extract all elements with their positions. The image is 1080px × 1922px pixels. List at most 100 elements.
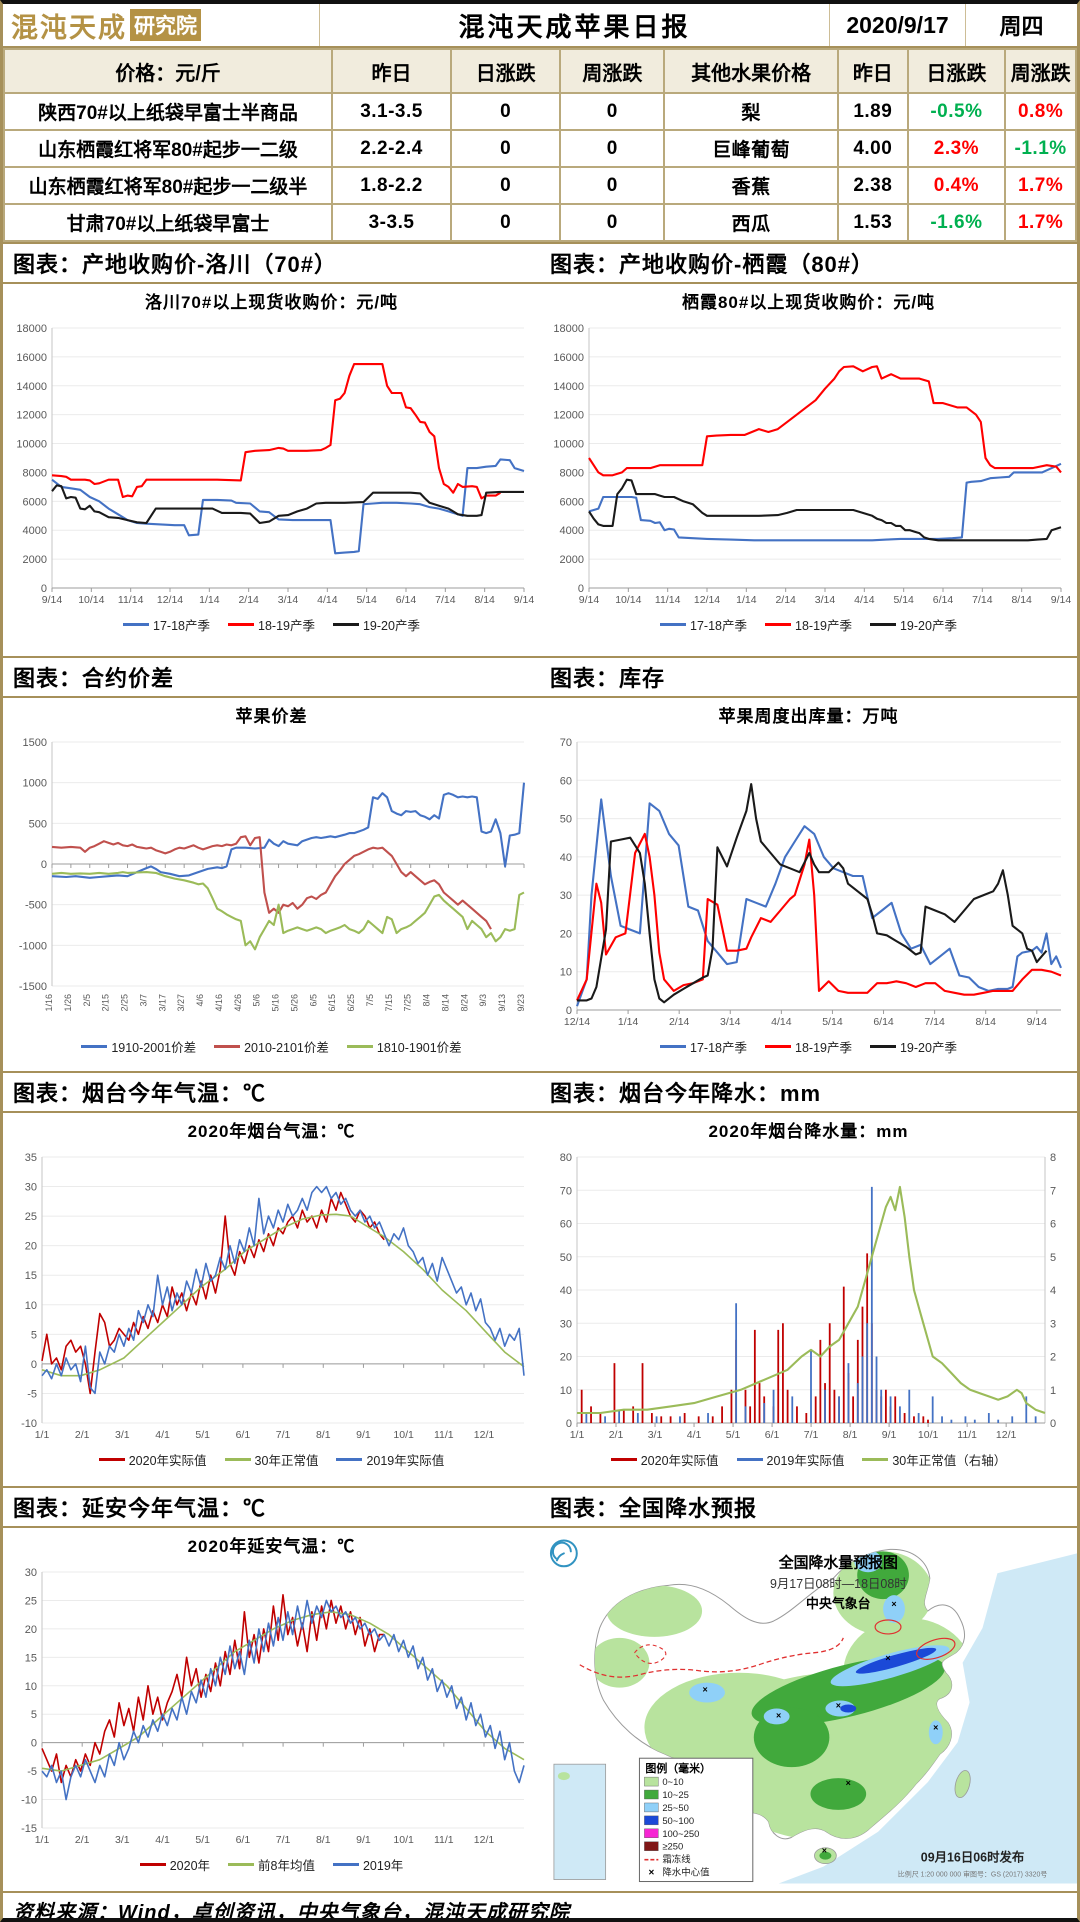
legend-line-swatch bbox=[862, 1457, 889, 1461]
svg-text:4: 4 bbox=[1050, 1285, 1056, 1297]
report-date: 2020/9/17 bbox=[830, 4, 966, 46]
svg-text:2000: 2000 bbox=[559, 554, 583, 566]
legend-line-swatch bbox=[98, 1457, 125, 1461]
svg-text:4/14: 4/14 bbox=[771, 1016, 792, 1028]
price-table-cell: 山东栖霞红将军80#起步一二级 bbox=[3, 129, 334, 168]
svg-text:4000: 4000 bbox=[22, 525, 46, 537]
svg-text:6: 6 bbox=[1050, 1219, 1056, 1231]
svg-text:8/4: 8/4 bbox=[421, 994, 431, 1007]
svg-text:10/1: 10/1 bbox=[393, 1834, 414, 1846]
legend-item: 前8年均值 bbox=[228, 1855, 315, 1874]
svg-text:9/23: 9/23 bbox=[516, 994, 526, 1012]
svg-text:8000: 8000 bbox=[559, 467, 583, 479]
svg-text:14000: 14000 bbox=[553, 381, 584, 393]
price-table-cell: 2.38 bbox=[836, 166, 909, 205]
svg-text:20: 20 bbox=[24, 1624, 36, 1636]
legend-line-swatch bbox=[139, 1862, 166, 1866]
chart-cell-yantai-precip: 2020年烟台降水量：mm 0 10 20 30 40 50 60 70 80 0 1 2 3 4 5 6 7 8… bbox=[540, 1113, 1077, 1486]
svg-text:6000: 6000 bbox=[559, 496, 583, 508]
svg-text:4/1: 4/1 bbox=[155, 1834, 170, 1846]
price-table: 价格：元/斤 昨日 日涨跌 周涨跌 其他水果价格 昨日 日涨跌 周涨跌 陕西70… bbox=[3, 48, 1077, 242]
svg-text:6/5: 6/5 bbox=[308, 994, 318, 1007]
svg-text:50: 50 bbox=[559, 1252, 571, 1264]
svg-text:6/1: 6/1 bbox=[764, 1429, 779, 1441]
legend-line-swatch bbox=[660, 1044, 687, 1048]
svg-text:8/14: 8/14 bbox=[1011, 594, 1032, 606]
svg-text:9/1: 9/1 bbox=[356, 1834, 371, 1846]
chart-legend-spread: 1910-2001价差 2010-2101价差 1810-1901价差 bbox=[81, 1032, 462, 1060]
svg-text:2/1: 2/1 bbox=[74, 1429, 89, 1441]
svg-text:9/14: 9/14 bbox=[513, 594, 534, 606]
svg-text:2/14: 2/14 bbox=[775, 594, 796, 606]
svg-text:2: 2 bbox=[1050, 1352, 1056, 1364]
svg-text:-1000: -1000 bbox=[18, 940, 46, 952]
svg-text:3/7: 3/7 bbox=[138, 994, 148, 1007]
svg-text:10/14: 10/14 bbox=[615, 594, 641, 606]
section-title-spread: 图表：合约价差 bbox=[13, 666, 175, 691]
svg-text:1500: 1500 bbox=[22, 737, 46, 749]
svg-text:10000: 10000 bbox=[16, 439, 47, 451]
price-table-cell: 梨 bbox=[663, 92, 839, 131]
svg-text:8/14: 8/14 bbox=[975, 1016, 996, 1028]
svg-text:-5: -5 bbox=[27, 1388, 37, 1400]
svg-text:3/1: 3/1 bbox=[647, 1429, 662, 1441]
svg-text:10/1: 10/1 bbox=[917, 1429, 938, 1441]
svg-text:7/14: 7/14 bbox=[435, 594, 456, 606]
chart-title-qixia: 栖霞80#以上现货收购价：元/吨 bbox=[681, 293, 936, 312]
svg-text:5: 5 bbox=[30, 1329, 36, 1341]
legend-line-swatch bbox=[765, 1044, 791, 1048]
section-bar-2: 图表：合约价差 图表：库存 bbox=[3, 656, 1077, 698]
svg-text:×: × bbox=[885, 1653, 890, 1663]
source-footer: 资料来源：Wind，卓创资讯，中央气象台，混沌天成研究院 bbox=[3, 1891, 1077, 1918]
legend-item: 2010-2101价差 bbox=[214, 1037, 329, 1056]
legend-line-swatch bbox=[228, 622, 254, 626]
legend-line-swatch bbox=[660, 622, 687, 626]
svg-text:12/14: 12/14 bbox=[693, 594, 719, 606]
svg-text:5/14: 5/14 bbox=[822, 1016, 843, 1028]
svg-text:7/5: 7/5 bbox=[364, 994, 374, 1007]
svg-text:10: 10 bbox=[24, 1681, 36, 1693]
svg-text:5/1: 5/1 bbox=[195, 1834, 210, 1846]
svg-text:2/14: 2/14 bbox=[668, 1016, 689, 1028]
svg-text:9/13: 9/13 bbox=[497, 994, 507, 1012]
svg-text:20: 20 bbox=[24, 1241, 36, 1253]
legend-item: 1810-1901价差 bbox=[346, 1037, 462, 1056]
svg-text:3/1: 3/1 bbox=[115, 1834, 130, 1846]
col-week-change: 周涨跌 bbox=[559, 48, 666, 94]
svg-text:×: × bbox=[933, 1722, 938, 1732]
svg-text:20: 20 bbox=[559, 1352, 571, 1364]
svg-text:25: 25 bbox=[24, 1211, 36, 1223]
chart-luochuan: 0 2000 4000 6000 8000 10000 12000 14000 16000 180… bbox=[6, 318, 538, 610]
legend-line-swatch bbox=[610, 1457, 637, 1461]
svg-text:100~250: 100~250 bbox=[662, 1829, 699, 1840]
brand-logo-text: 混沌天成 bbox=[11, 12, 127, 44]
svg-text:2/5: 2/5 bbox=[81, 994, 91, 1007]
svg-text:1/1: 1/1 bbox=[569, 1429, 584, 1441]
svg-text:3/14: 3/14 bbox=[277, 594, 298, 606]
svg-text:9/14: 9/14 bbox=[41, 594, 62, 606]
chart-title-outbound: 苹果周度出库量：万吨 bbox=[718, 707, 899, 726]
price-table-cell: 2.3% bbox=[906, 129, 1007, 168]
svg-text:-10: -10 bbox=[21, 1795, 37, 1807]
legend-line-swatch bbox=[332, 1862, 359, 1866]
svg-text:5/14: 5/14 bbox=[356, 594, 377, 606]
svg-text:18000: 18000 bbox=[553, 323, 584, 335]
legend-item: 17-18产季 bbox=[123, 615, 210, 634]
svg-text:5: 5 bbox=[1050, 1252, 1056, 1264]
chart-row-spread-inventory: 苹果价差 -1500 -1000 -500 0 500 1000 1500 1/16 1/26 2… bbox=[3, 698, 1077, 1071]
price-table-row: 山东栖霞红将军80#起步一二级半 1.8-2.2 0 0 香蕉 2.38 0.4% 1.7% bbox=[3, 166, 1077, 205]
svg-text:6000: 6000 bbox=[22, 496, 46, 508]
svg-text:50~100: 50~100 bbox=[662, 1816, 694, 1827]
chart-title-yantai-temp: 2020年烟台气温：℃ bbox=[187, 1122, 356, 1141]
price-table-cell: 0 bbox=[559, 129, 666, 168]
report-title: 混沌天成苹果日报 bbox=[458, 11, 691, 42]
svg-text:4/1: 4/1 bbox=[155, 1429, 170, 1441]
svg-text:2/25: 2/25 bbox=[119, 994, 129, 1012]
svg-text:09月16日06时发布: 09月16日06时发布 bbox=[921, 1850, 1025, 1865]
svg-text:比例尺 1:20 000 000 审图号：GS (201: 比例尺 1:20 000 000 审图号：GS (2017) 3320号 bbox=[898, 1870, 1048, 1879]
price-table-cell: 4.00 bbox=[836, 129, 909, 168]
legend-item: 19-20产季 bbox=[869, 615, 957, 634]
chart-cell-qixia: 栖霞80#以上现货收购价：元/吨 0 2000 4000 6000 8000 10000 1… bbox=[540, 284, 1077, 656]
price-table-cell: 0 bbox=[559, 203, 666, 242]
china-precip-map: × × × × × × × × × 全国降水量预报图 9月17日08时—18日08时 中央气象台 09月… bbox=[540, 1528, 1077, 1891]
